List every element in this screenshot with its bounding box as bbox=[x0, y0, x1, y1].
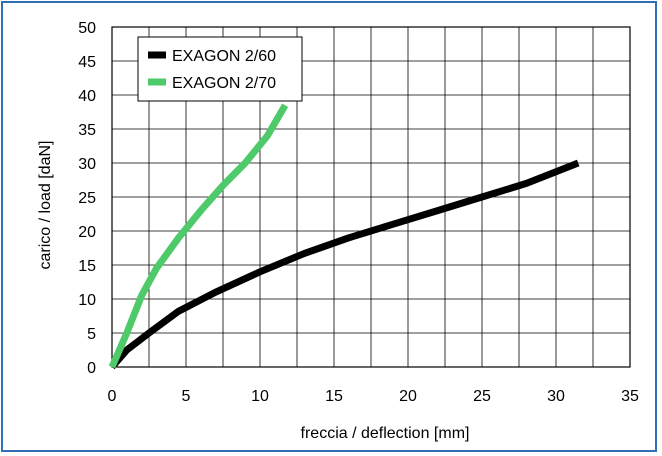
x-tick-label: 35 bbox=[621, 388, 639, 405]
x-tick-label: 10 bbox=[251, 388, 269, 405]
x-tick-label: 5 bbox=[182, 388, 191, 405]
x-tick-label: 15 bbox=[325, 388, 343, 405]
y-tick-label: 20 bbox=[78, 224, 96, 241]
y-tick-label: 30 bbox=[78, 156, 96, 173]
y-tick-label: 40 bbox=[78, 88, 96, 105]
x-tick-label: 25 bbox=[473, 388, 491, 405]
y-tick-label: 35 bbox=[78, 122, 96, 139]
plot-area bbox=[111, 26, 631, 368]
legend: EXAGON 2/60 EXAGON 2/70 bbox=[137, 36, 303, 102]
y-tick-label: 10 bbox=[78, 292, 96, 309]
y-tick-labels: 0 5 10 15 20 25 30 35 40 45 50 bbox=[78, 20, 96, 377]
legend-label-exagon-2-60: EXAGON 2/60 bbox=[172, 48, 276, 65]
y-tick-label: 15 bbox=[78, 258, 96, 275]
y-tick-label: 0 bbox=[87, 360, 96, 377]
x-tick-label: 30 bbox=[547, 388, 565, 405]
x-axis-label: freccia / deflection [mm] bbox=[301, 425, 470, 442]
y-axis-label: carico / load [daN] bbox=[37, 141, 54, 270]
x-tick-labels: 0 5 10 15 20 25 30 35 bbox=[108, 388, 639, 405]
series-line-exagon-2-60 bbox=[109, 159, 580, 370]
x-tick-label: 0 bbox=[108, 388, 117, 405]
x-tick-label: 20 bbox=[399, 388, 417, 405]
y-tick-label: 25 bbox=[78, 190, 96, 207]
legend-box bbox=[137, 36, 303, 102]
series-lines bbox=[108, 103, 580, 370]
legend-label-exagon-2-70: EXAGON 2/70 bbox=[172, 75, 276, 92]
series-line-exagon-2-70 bbox=[108, 103, 289, 369]
y-tick-label: 45 bbox=[78, 54, 96, 71]
y-tick-label: 50 bbox=[78, 20, 96, 37]
y-tick-label: 5 bbox=[87, 326, 96, 343]
